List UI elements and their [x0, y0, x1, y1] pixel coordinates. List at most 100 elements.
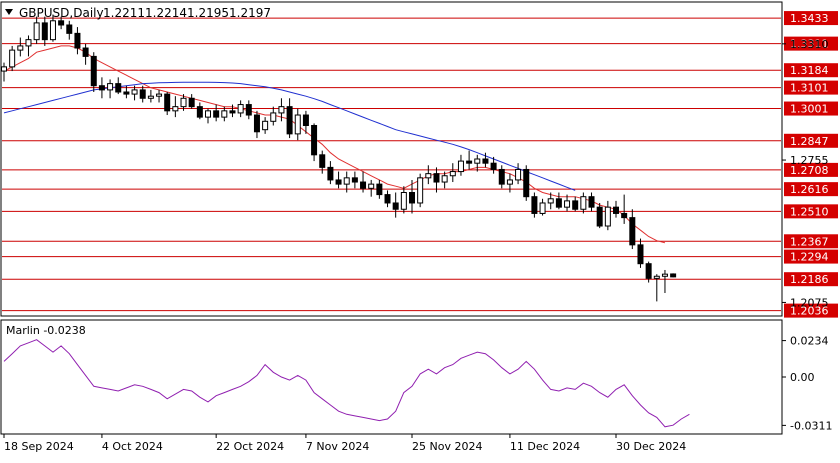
level-price-tag [784, 80, 838, 95]
candle-body-bull [653, 275, 660, 279]
candle [335, 171, 342, 189]
candle [531, 192, 538, 218]
candle-body-bear [555, 198, 562, 208]
candle-body-bear [327, 166, 334, 181]
level-price-label: 1.2708 [790, 164, 829, 177]
candle-body-bear [409, 192, 415, 204]
price-pane [0, 1, 783, 317]
candle-body-bull [172, 106, 179, 112]
candle-body-bull [25, 39, 32, 47]
candle-body-bull [278, 106, 285, 114]
candle [425, 165, 432, 185]
candle [245, 100, 252, 120]
candle-body-bear [466, 160, 473, 164]
candle [302, 110, 309, 134]
candle-body-bear [376, 183, 383, 196]
candle-body-bull [156, 93, 163, 97]
candle [637, 238, 644, 268]
candle-body-bear [392, 202, 399, 210]
candle-body-bull [221, 110, 228, 118]
level-price-label: 1.2616 [790, 183, 829, 196]
candle-body-bear [670, 273, 677, 278]
candle [107, 79, 114, 99]
candle [384, 190, 391, 208]
candle-body-bear [613, 206, 619, 214]
candle [498, 165, 505, 189]
candle [156, 89, 163, 103]
candle-body-bear [596, 206, 603, 227]
candle-body-bull [17, 45, 24, 51]
candle-body-bull [1, 66, 7, 72]
level-price-tag [784, 249, 838, 264]
candle [547, 192, 554, 210]
fast-ma-line [3, 45, 666, 244]
candle [164, 91, 171, 116]
candle-body-bull [368, 183, 375, 189]
level-price-label: 1.3184 [790, 64, 829, 77]
candle [474, 154, 481, 172]
level-price-tag [784, 11, 838, 26]
candle [613, 200, 619, 218]
candle [278, 98, 285, 122]
level-price-tag [784, 234, 838, 249]
candle-body-bull [49, 20, 56, 41]
candle [196, 102, 203, 120]
candle [41, 16, 48, 46]
candle-body-bear [90, 55, 97, 87]
level-price-label: 1.3311 [790, 38, 829, 51]
candle-body-bull [457, 160, 464, 173]
candle [270, 106, 277, 126]
candle-body-bull [425, 173, 432, 179]
candle [253, 110, 260, 139]
candle-body-bear [196, 106, 203, 118]
candle [523, 165, 530, 201]
oscillator-line [3, 339, 690, 428]
candle [229, 104, 236, 118]
candle [596, 202, 603, 229]
candle [66, 20, 73, 40]
y-tick-label: 1.2075 [790, 296, 829, 309]
candle-body-bull [147, 95, 154, 99]
candle-body-bear [74, 32, 81, 49]
level-price-tag [784, 63, 838, 78]
candle-body-bear [351, 177, 358, 183]
candle [392, 192, 399, 218]
candle-body-bear [123, 91, 130, 95]
level-price-label: 1.2510 [790, 205, 829, 218]
candle-body-bear [245, 104, 252, 116]
candle [351, 171, 358, 189]
level-price-tag [784, 182, 838, 197]
candle-body-bear [588, 196, 595, 208]
candle-body-bear [98, 85, 105, 91]
candle-body-bull [661, 273, 668, 277]
candle-body-bear [637, 244, 644, 265]
candle [115, 77, 122, 95]
candle [670, 273, 677, 278]
level-price-label: 1.2186 [790, 273, 829, 286]
candle-body-bear [433, 173, 440, 183]
candle [661, 269, 668, 294]
candle [457, 154, 464, 176]
candle [604, 200, 611, 231]
dropdown-triangle-icon[interactable] [5, 9, 13, 15]
candle-body-bear [384, 194, 391, 204]
level-price-tag [784, 162, 838, 177]
candle-body-bull [539, 202, 546, 214]
candle [90, 52, 97, 92]
candle [376, 179, 383, 199]
osc-y-tick-label: 0.0234 [790, 335, 829, 348]
candle-body-bull [506, 179, 513, 185]
candle [629, 209, 636, 250]
candle [490, 156, 497, 174]
candle [131, 85, 138, 101]
candle [237, 100, 244, 118]
oscillator-pane [0, 319, 783, 435]
candle-body-bull [270, 112, 277, 122]
candle [555, 192, 562, 210]
candle-body-bull [9, 49, 16, 68]
ohlc-high: 1.2214 [145, 6, 187, 20]
level-price-label: 1.2294 [790, 251, 829, 264]
candle-body-bear [498, 168, 505, 185]
candle-body-bull [294, 114, 301, 135]
